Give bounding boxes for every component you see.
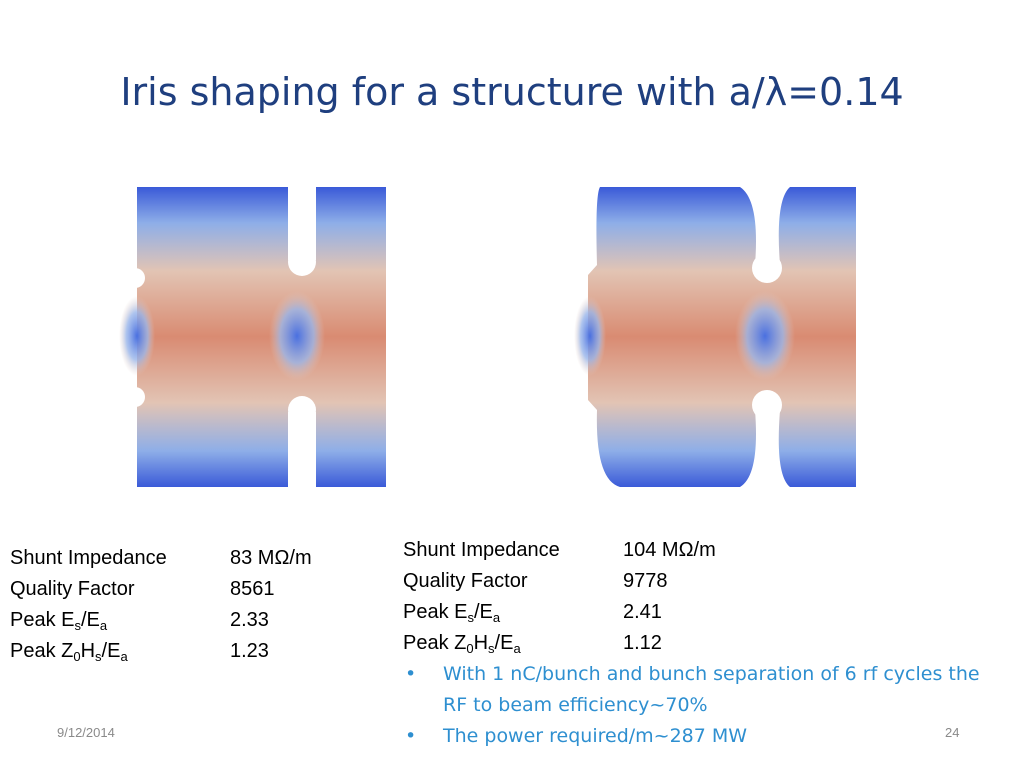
bullet-item: With 1 nC/bunch and bunch separation of … bbox=[403, 659, 1003, 721]
label-text: /E bbox=[101, 640, 121, 662]
table-row: Shunt Impedance 83 MΩ/m bbox=[10, 543, 370, 574]
slide-title: Iris shaping for a structure with a/λ=0.… bbox=[120, 70, 904, 114]
row-label: Shunt Impedance bbox=[403, 539, 560, 561]
left-field-image bbox=[119, 180, 386, 492]
label-text: Shunt Impedance bbox=[10, 547, 167, 569]
label-text: H bbox=[473, 632, 489, 654]
subscript: 0 bbox=[73, 649, 81, 664]
row-value: 9778 bbox=[623, 570, 668, 592]
right-table: Shunt Impedance 104 MΩ/m Quality Factor 977… bbox=[403, 535, 1003, 752]
row-label: Peak Z0Hs/Ea bbox=[10, 640, 128, 664]
label-text: Peak Z bbox=[403, 632, 467, 654]
field-images bbox=[119, 180, 856, 492]
subscript: s bbox=[488, 641, 495, 656]
subscript: a bbox=[120, 649, 128, 664]
row-label: Quality Factor bbox=[403, 570, 527, 592]
label-text: Quality Factor bbox=[10, 578, 135, 600]
label-text: Shunt Impedance bbox=[403, 539, 560, 561]
label-text: H bbox=[80, 640, 96, 662]
row-value: 83 MΩ/m bbox=[230, 547, 312, 569]
label-text: Peak Z bbox=[10, 640, 74, 662]
label-text: Peak E bbox=[403, 601, 468, 623]
row-label: Peak Es/Ea bbox=[403, 601, 501, 625]
subscript: s bbox=[95, 649, 102, 664]
row-value: 2.41 bbox=[623, 601, 662, 623]
table-row: Quality Factor 9778 bbox=[403, 566, 1003, 597]
right-field-image bbox=[574, 187, 856, 487]
table-row: Peak Z0Hs/Ea 1.12 bbox=[403, 628, 1003, 659]
row-label: Peak Z0Hs/Ea bbox=[403, 632, 521, 656]
row-value: 2.33 bbox=[230, 609, 269, 631]
row-label: Quality Factor bbox=[10, 578, 134, 600]
subscript: s bbox=[74, 618, 81, 633]
row-value: 1.23 bbox=[230, 640, 269, 662]
label-text: /E bbox=[494, 632, 514, 654]
row-value: 104 MΩ/m bbox=[623, 539, 716, 561]
subscript: s bbox=[467, 610, 474, 625]
subscript: a bbox=[99, 618, 108, 633]
row-label: Peak Es/Ea bbox=[10, 609, 108, 633]
footer-date: 9/12/2014 bbox=[57, 725, 115, 740]
table-row: Peak Es/Ea 2.33 bbox=[10, 605, 370, 636]
left-table: Shunt Impedance 83 MΩ/m Quality Factor 8561… bbox=[10, 543, 370, 667]
table-row: Quality Factor 8561 bbox=[10, 574, 370, 605]
table-row: Peak Es/Ea 2.41 bbox=[403, 597, 1003, 628]
label-text: Peak E bbox=[10, 609, 75, 631]
page-number: 24 bbox=[945, 725, 960, 740]
label-text: /E bbox=[80, 609, 100, 631]
subscript: a bbox=[492, 610, 501, 625]
row-label: Shunt Impedance bbox=[10, 547, 167, 569]
bullet-item: The power required/m~287 MW bbox=[403, 721, 1003, 752]
label-text: Quality Factor bbox=[403, 570, 528, 592]
label-text: /E bbox=[473, 601, 493, 623]
subscript: 0 bbox=[466, 641, 474, 656]
table-row: Peak Z0Hs/Ea 1.23 bbox=[10, 636, 370, 667]
table-row: Shunt Impedance 104 MΩ/m bbox=[403, 535, 1003, 566]
row-value: 8561 bbox=[230, 578, 275, 600]
row-value: 1.12 bbox=[623, 632, 662, 654]
subscript: a bbox=[513, 641, 521, 656]
